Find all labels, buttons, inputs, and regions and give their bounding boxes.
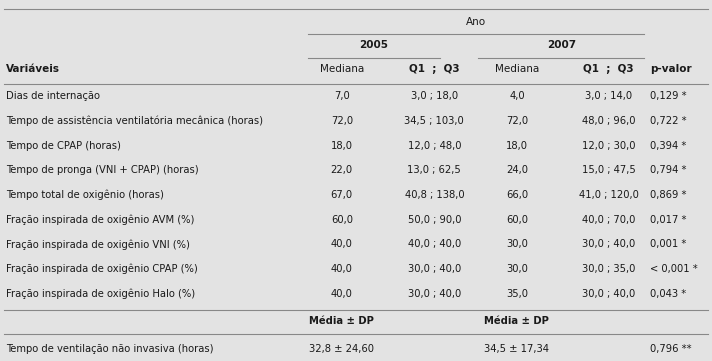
Text: Tempo de CPAP (horas): Tempo de CPAP (horas) (6, 140, 120, 151)
Text: 40,0 ; 70,0: 40,0 ; 70,0 (582, 215, 635, 225)
Text: Ano: Ano (466, 17, 486, 27)
Text: Fração inspirada de oxigênio CPAP (%): Fração inspirada de oxigênio CPAP (%) (6, 264, 197, 274)
Text: 13,0 ; 62,5: 13,0 ; 62,5 (407, 165, 461, 175)
Text: 48,0 ; 96,0: 48,0 ; 96,0 (582, 116, 636, 126)
Text: 0,796 **: 0,796 ** (650, 344, 691, 353)
Text: 7,0: 7,0 (334, 91, 350, 101)
Text: 30,0: 30,0 (506, 239, 528, 249)
Text: 3,0 ; 18,0: 3,0 ; 18,0 (411, 91, 458, 101)
Text: 0,394 *: 0,394 * (650, 140, 686, 151)
Text: Dias de internação: Dias de internação (6, 91, 100, 101)
Text: Mediana: Mediana (320, 64, 364, 74)
Text: 40,8 ; 138,0: 40,8 ; 138,0 (404, 190, 464, 200)
Text: 24,0: 24,0 (506, 165, 528, 175)
Text: 18,0: 18,0 (506, 140, 528, 151)
Text: 0,794 *: 0,794 * (650, 165, 686, 175)
Text: Média ± DP: Média ± DP (484, 317, 550, 326)
Text: 15,0 ; 47,5: 15,0 ; 47,5 (582, 165, 636, 175)
Text: 4,0: 4,0 (509, 91, 525, 101)
Text: < 0,001 *: < 0,001 * (650, 264, 698, 274)
Text: Tempo de pronga (VNI + CPAP) (horas): Tempo de pronga (VNI + CPAP) (horas) (6, 165, 199, 175)
Text: Tempo de ventilação não invasiva (horas): Tempo de ventilação não invasiva (horas) (6, 344, 213, 353)
Text: Fração inspirada de oxigênio VNI (%): Fração inspirada de oxigênio VNI (%) (6, 239, 189, 250)
Text: 0,017 *: 0,017 * (650, 215, 686, 225)
Text: 41,0 ; 120,0: 41,0 ; 120,0 (579, 190, 639, 200)
Text: 30,0: 30,0 (506, 264, 528, 274)
Text: 0,001 *: 0,001 * (650, 239, 686, 249)
Text: Variáveis: Variáveis (6, 64, 60, 74)
Text: 3,0 ; 14,0: 3,0 ; 14,0 (585, 91, 632, 101)
Text: Q1  ;  Q3: Q1 ; Q3 (583, 64, 634, 74)
Text: Fração inspirada de oxigênio Halo (%): Fração inspirada de oxigênio Halo (%) (6, 289, 195, 299)
Text: 34,5 ± 17,34: 34,5 ± 17,34 (484, 344, 550, 353)
Text: 12,0 ; 30,0: 12,0 ; 30,0 (582, 140, 636, 151)
Text: 0,043 *: 0,043 * (650, 289, 686, 299)
Text: Média ± DP: Média ± DP (309, 317, 375, 326)
Text: Mediana: Mediana (495, 64, 539, 74)
Text: 2007: 2007 (547, 40, 576, 50)
Text: 30,0 ; 40,0: 30,0 ; 40,0 (582, 239, 635, 249)
Text: p-valor: p-valor (650, 64, 691, 74)
Text: 34,5 ; 103,0: 34,5 ; 103,0 (404, 116, 464, 126)
Text: 72,0: 72,0 (506, 116, 528, 126)
Text: Q1  ;  Q3: Q1 ; Q3 (409, 64, 460, 74)
Text: 30,0 ; 40,0: 30,0 ; 40,0 (408, 264, 461, 274)
Text: 30,0 ; 40,0: 30,0 ; 40,0 (582, 289, 635, 299)
Text: 40,0: 40,0 (331, 264, 352, 274)
Text: 50,0 ; 90,0: 50,0 ; 90,0 (407, 215, 461, 225)
Text: 40,0 ; 40,0: 40,0 ; 40,0 (408, 239, 461, 249)
Text: Tempo de assistência ventilatória mecânica (horas): Tempo de assistência ventilatória mecâni… (6, 116, 263, 126)
Text: 72,0: 72,0 (330, 116, 353, 126)
Text: 30,0 ; 35,0: 30,0 ; 35,0 (582, 264, 635, 274)
Text: 2005: 2005 (360, 40, 388, 50)
Text: 12,0 ; 48,0: 12,0 ; 48,0 (407, 140, 461, 151)
Text: 0,869 *: 0,869 * (650, 190, 686, 200)
Text: 22,0: 22,0 (330, 165, 353, 175)
Text: Fração inspirada de oxigênio AVM (%): Fração inspirada de oxigênio AVM (%) (6, 214, 194, 225)
Text: 67,0: 67,0 (330, 190, 353, 200)
Text: 0,722 *: 0,722 * (650, 116, 686, 126)
Text: 32,8 ± 24,60: 32,8 ± 24,60 (309, 344, 375, 353)
Text: 30,0 ; 40,0: 30,0 ; 40,0 (408, 289, 461, 299)
Text: 60,0: 60,0 (331, 215, 352, 225)
Text: Tempo total de oxigênio (horas): Tempo total de oxigênio (horas) (6, 190, 164, 200)
Text: 0,129 *: 0,129 * (650, 91, 686, 101)
Text: 60,0: 60,0 (506, 215, 528, 225)
Text: 40,0: 40,0 (331, 289, 352, 299)
Text: 35,0: 35,0 (506, 289, 528, 299)
Text: 40,0: 40,0 (331, 239, 352, 249)
Text: 18,0: 18,0 (331, 140, 352, 151)
Text: 66,0: 66,0 (506, 190, 528, 200)
